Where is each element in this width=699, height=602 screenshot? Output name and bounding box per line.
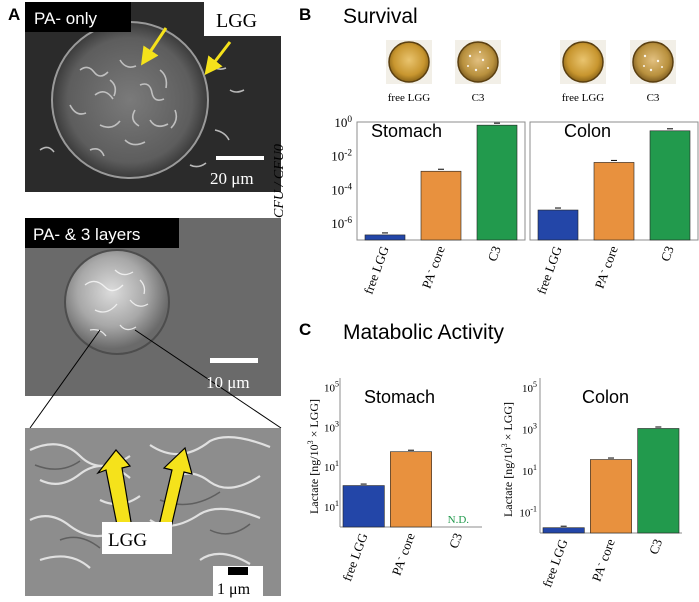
img3-lgg-box [102,522,172,554]
sem-image-pa-3-layers [25,218,282,429]
petri-label-2: C3 [472,92,485,104]
img1-lgg-box [204,2,282,36]
chartC1-ylabel: Lactate [ng/103 × LGG] [306,399,321,514]
chartC2-ylabel: Lactate [ng/103 × LGG] [500,402,515,517]
chartC2-ytick-2: 101 [522,463,537,478]
chartC1-ytick-3: 101 [324,499,339,514]
survival-xlabel-stomach-1: PA- core [418,243,448,290]
scale-bar-1 [216,156,264,160]
chartC1-xlabel-1: PA- core [388,530,418,577]
img1-label: PA- only [34,9,97,28]
chartC2-ytick-1: 103 [522,421,537,436]
survival-bar-stomach-1 [420,170,462,241]
chartC2-xlabel-2: C3 [646,537,665,556]
scale-label-2: 10 μm [206,373,250,392]
chartC2-xlabel-0: free LGG [539,537,570,589]
survival-group-label-colon: Colon [564,121,611,141]
chartC2-bar-0 [542,527,585,534]
chartC2-ytick-3: 10-1 [519,504,537,519]
scale-bar-2 [210,358,258,363]
panel-letter-a: A [8,5,20,24]
img3-lgg-label: LGG [108,530,147,551]
arrow-3 [96,449,133,531]
petri-dish-2 [455,40,501,84]
survival-bar-colon-0 [537,209,579,241]
chartC2-xlabel-1: PA- core [588,536,618,583]
survival-xlabel-stomach-2: C3 [485,244,504,263]
survival-bar-stomach-2 [476,124,518,241]
survival-group-label-stomach: Stomach [371,121,442,141]
survival-bar-colon-1 [593,162,635,241]
petri-dish-3 [560,40,606,84]
scale-label-1: 20 μm [210,169,254,188]
petri-label-3: free LGG [562,92,605,104]
arrow-4 [157,446,193,533]
chartC1-nd-label: N.D. [448,514,470,526]
chartC1-ytick-1: 103 [324,419,339,434]
petri-label-4: C3 [647,92,660,104]
survival-xlabel-colon-2: C3 [658,244,677,263]
survival-xlabel-colon-0: free LGG [534,244,565,296]
chartC2-bar-1 [590,459,632,534]
scale-label-3: 1 μm [217,581,251,598]
chartC2-ytick-0: 105 [522,380,537,395]
chartC2-title: Colon [582,387,629,407]
survival-bar-colon-2 [649,130,691,241]
chartC1-bar-1 [390,451,432,528]
petri-dish-1 [386,40,432,84]
petri-label-1: free LGG [388,92,431,104]
arrow-2 [204,41,232,76]
chart-lactate-stomach: Lactate [ng/103 × LGG]105 103 101 101 Stomac… [306,378,482,583]
survival-xlabel-colon-1: PA- core [591,243,621,290]
panel-letter-b: B [299,5,311,24]
chartC1-ytick-0: 105 [324,380,339,395]
chart-lactate-colon: Lactate [ng/103 × LGG] 105 103 101 10-1 Colon… [500,378,682,589]
survival-ytick-1: 10-2 [331,149,352,164]
img2-label: PA- & 3 layers [33,225,140,244]
survival-ytick-0: 100 [334,115,352,130]
arrow-1 [141,27,168,66]
survival-bar-stomach-0 [364,234,406,241]
img1-label-box [25,2,131,32]
panel-c-title: Matabolic Activity [343,321,505,344]
img1-lgg-label: LGG [216,10,257,32]
scale-bar-3 [228,567,248,575]
chart-survival: CFU / CFU0 100 10-2 10-4 10-6 Stomach free LGG… [272,115,699,296]
panel-letter-c: C [299,320,311,339]
chartC1-xlabel-0: free LGG [339,531,370,583]
chartC1-title: Stomach [364,387,435,407]
survival-ytick-2: 10-4 [331,182,352,197]
petri-dish-4 [630,40,676,84]
chartC1-ytick-2: 101 [324,459,339,474]
chartC1-xlabel-2: C3 [446,531,465,550]
survival-ylabel: CFU / CFU0 [272,144,287,218]
img2-label-box [25,218,179,248]
chartC2-bar-2 [637,428,680,534]
survival-xlabel-stomach-0: free LGG [361,244,392,296]
survival-ytick-3: 10-6 [331,216,352,231]
chartC1-bar-0 [342,485,385,528]
panel-b-title: Survival [343,5,418,28]
